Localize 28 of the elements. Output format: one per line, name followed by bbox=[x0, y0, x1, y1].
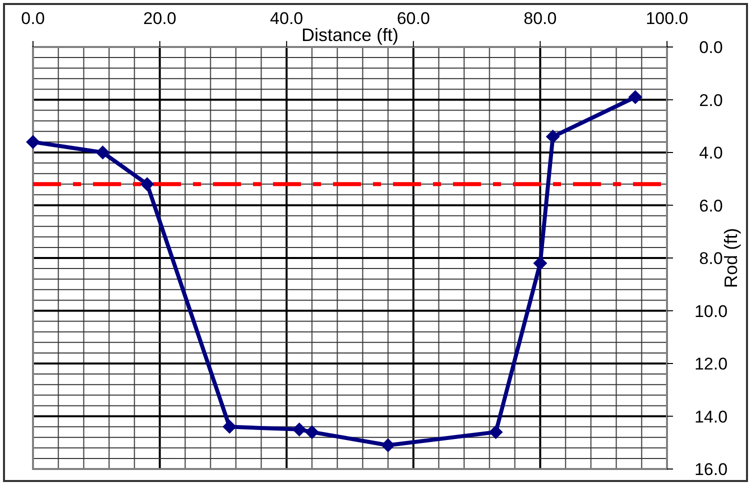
x-tick-label: 20.0 bbox=[143, 9, 176, 28]
x-tick-label: 80.0 bbox=[524, 9, 557, 28]
point bbox=[488, 425, 503, 440]
x-tick-label: 60.0 bbox=[396, 9, 430, 28]
x-tick-label: 40.0 bbox=[270, 9, 304, 28]
point bbox=[292, 422, 306, 436]
point bbox=[96, 146, 110, 160]
point bbox=[546, 130, 560, 144]
x-tick-label: 100.0 bbox=[646, 9, 688, 28]
y-tick-label: 6.0 bbox=[699, 196, 723, 216]
y-tick-label: 10.0 bbox=[694, 302, 728, 321]
y-tick-label: 14.0 bbox=[694, 407, 728, 426]
y-tick-label: 8.0 bbox=[699, 249, 723, 268]
y-tick-label: 0.0 bbox=[699, 38, 723, 57]
x-tick-label: 0.0 bbox=[21, 9, 45, 28]
y-axis-title: Rod (ft) bbox=[721, 228, 741, 288]
point bbox=[140, 177, 154, 192]
point bbox=[381, 438, 396, 452]
x-axis-title: Distance (ft) bbox=[301, 25, 399, 45]
y-tick-label: 2.0 bbox=[699, 90, 723, 110]
point bbox=[222, 420, 237, 434]
point bbox=[26, 134, 40, 149]
y-tick-label: 16.0 bbox=[694, 460, 728, 479]
point bbox=[628, 90, 642, 104]
point bbox=[533, 256, 548, 270]
y-tick-label: 12.0 bbox=[694, 354, 728, 374]
point bbox=[304, 425, 319, 440]
y-tick-label: 4.0 bbox=[699, 144, 723, 162]
